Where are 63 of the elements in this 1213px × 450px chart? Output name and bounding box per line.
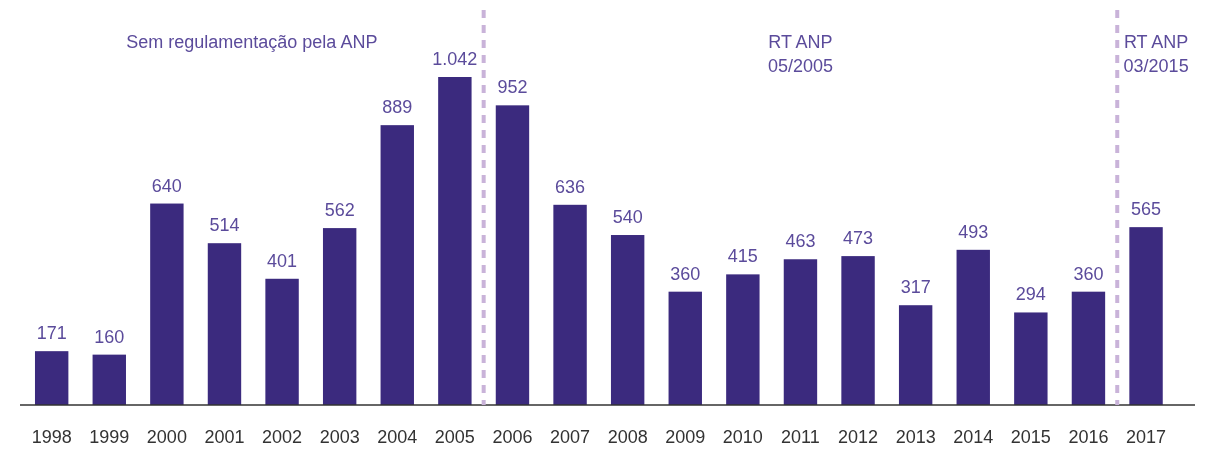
x-tick-label: 1998 bbox=[31, 427, 72, 447]
x-tick-label: 2012 bbox=[838, 427, 879, 447]
x-tick-label: 2016 bbox=[1068, 427, 1109, 447]
x-tick-label: 2005 bbox=[434, 427, 475, 447]
bar bbox=[380, 125, 414, 405]
bar bbox=[34, 351, 69, 405]
x-tick-label: 2008 bbox=[607, 427, 648, 447]
x-tick-label: 2003 bbox=[319, 427, 360, 447]
x-tick-label: 2013 bbox=[895, 427, 936, 447]
x-tick-label: 2014 bbox=[953, 427, 994, 447]
bar bbox=[553, 204, 587, 405]
bar bbox=[92, 354, 126, 405]
data-label: 540 bbox=[612, 207, 643, 228]
bar bbox=[150, 203, 184, 405]
data-label: 360 bbox=[670, 263, 701, 284]
bar bbox=[495, 105, 530, 405]
data-label: 473 bbox=[843, 228, 874, 249]
x-tick-label: 2007 bbox=[550, 427, 591, 447]
bar bbox=[207, 243, 242, 405]
data-label: 636 bbox=[555, 176, 586, 197]
x-tick-label: 1999 bbox=[89, 427, 130, 447]
data-label: 171 bbox=[36, 323, 67, 344]
text: RT ANP 03/2015 bbox=[1123, 32, 1189, 76]
data-label: 1.042 bbox=[432, 49, 478, 69]
bar bbox=[322, 228, 357, 405]
text: RT ANP 05/2005 bbox=[767, 32, 833, 76]
x-tick-label: 2000 bbox=[146, 427, 187, 447]
data-label: 952 bbox=[497, 77, 528, 98]
x-tick-label: 2015 bbox=[1010, 427, 1051, 447]
data-label: 514 bbox=[209, 215, 240, 236]
bar bbox=[265, 278, 299, 405]
bar bbox=[438, 77, 472, 405]
bar bbox=[1129, 227, 1163, 405]
x-tick-label: 2011 bbox=[781, 427, 820, 447]
x-tick-label: 2017 bbox=[1126, 427, 1167, 447]
data-label: 565 bbox=[1131, 199, 1162, 220]
bar bbox=[726, 274, 760, 405]
data-label: 640 bbox=[151, 175, 182, 196]
data-label: 317 bbox=[900, 277, 931, 298]
x-tick-label: 2002 bbox=[262, 427, 303, 447]
bar bbox=[956, 249, 990, 405]
x-tick-label: 2010 bbox=[722, 427, 763, 447]
data-label: 562 bbox=[324, 200, 355, 221]
bar bbox=[1014, 312, 1048, 405]
bar bbox=[841, 256, 875, 405]
x-tick-label: 2009 bbox=[665, 427, 706, 447]
data-label: 889 bbox=[382, 97, 413, 118]
bar bbox=[668, 291, 702, 405]
bar bbox=[898, 305, 933, 405]
text: Sem regulamentação pela ANP bbox=[126, 32, 378, 52]
data-label: 493 bbox=[958, 221, 989, 242]
x-tick-label: 2006 bbox=[492, 427, 533, 447]
x-tick-label: 2001 bbox=[204, 427, 245, 447]
bar bbox=[1071, 291, 1106, 405]
bar bbox=[610, 235, 645, 405]
data-label: 360 bbox=[1073, 263, 1104, 284]
x-tick-label: 2004 bbox=[377, 427, 418, 447]
data-label: 401 bbox=[267, 250, 298, 271]
data-label: 294 bbox=[1015, 284, 1046, 305]
data-label: 160 bbox=[94, 326, 125, 347]
data-label: 463 bbox=[785, 231, 816, 252]
data-label: 415 bbox=[727, 246, 758, 267]
bar bbox=[783, 259, 818, 405]
